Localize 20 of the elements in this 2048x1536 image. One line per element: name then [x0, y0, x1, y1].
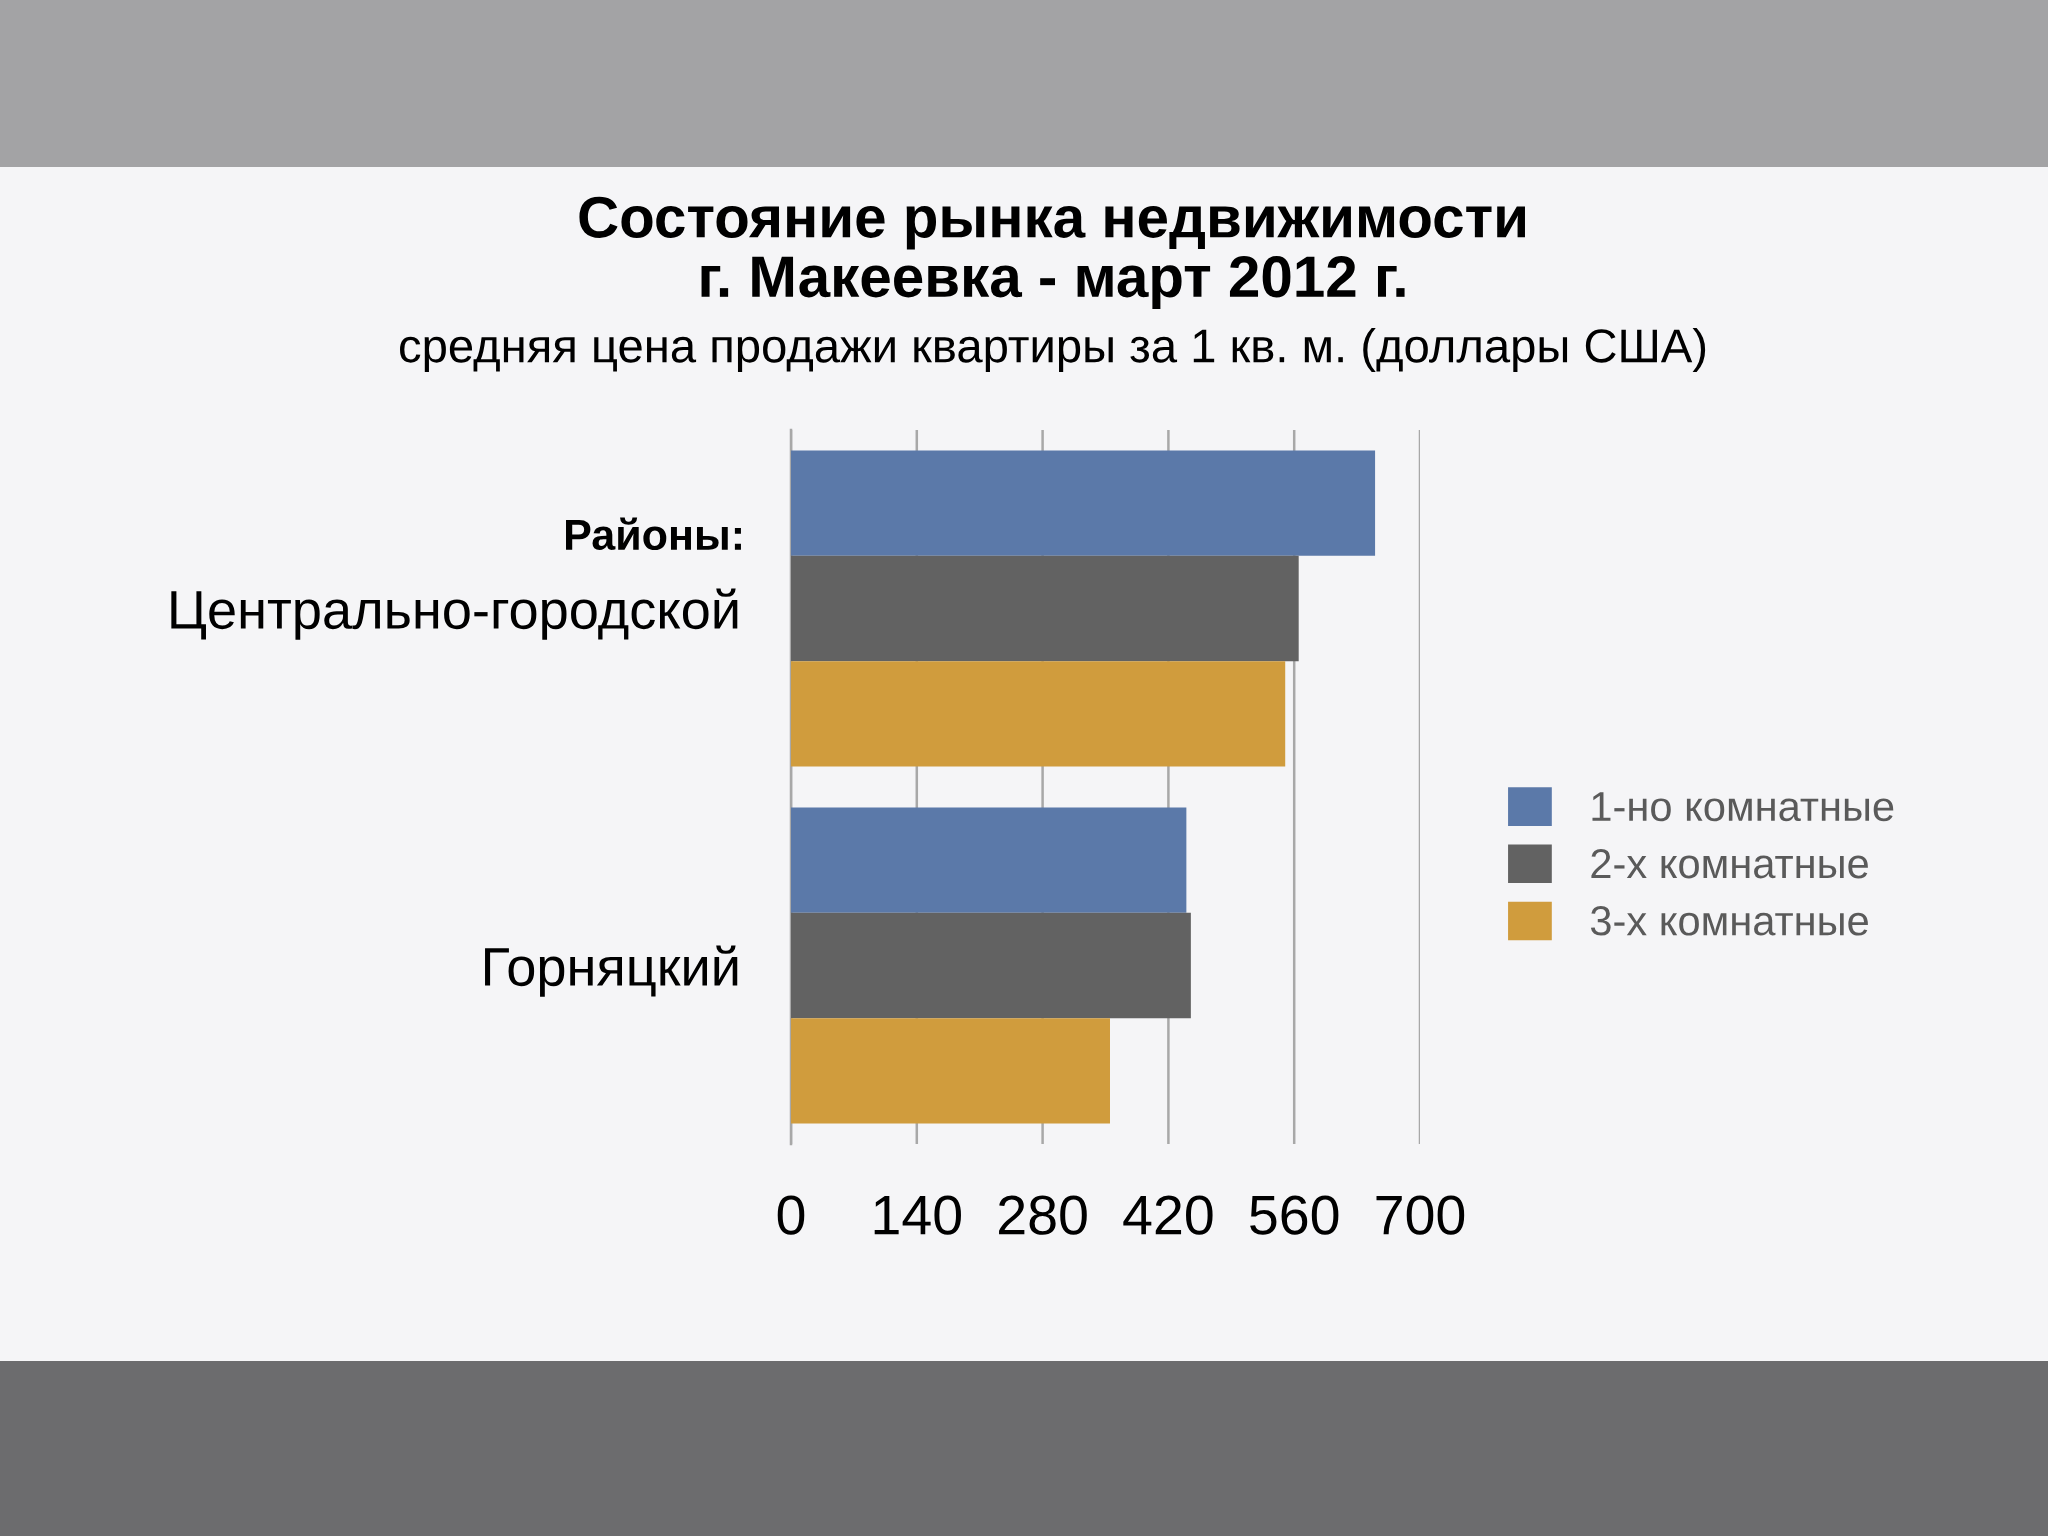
legend-label: 2-х комнатные — [1591, 848, 1868, 879]
x-tick-label: 280 — [999, 1195, 1087, 1235]
x-tick-label: 140 — [874, 1195, 961, 1235]
y-tick-label: Центрально-городской — [171, 588, 738, 640]
legend-label: 1-но комнатные — [1592, 792, 1894, 822]
x-tick-label: 420 — [1123, 1195, 1213, 1235]
y-tick-label: Горняцкий — [485, 945, 738, 997]
bar — [791, 912, 1191, 1019]
bar — [791, 807, 1187, 913]
bar — [791, 555, 1299, 662]
bar — [791, 1018, 1110, 1124]
x-tick-label: 0 — [777, 1195, 805, 1235]
bar — [791, 450, 1376, 556]
y-axis-title: Районы: — [566, 517, 741, 551]
chart-subtitle: средняя цена продажи квартиры за 1 кв. м. (доллары США) — [400, 327, 1706, 373]
x-tick-label: 560 — [1250, 1195, 1339, 1235]
legend-label: 3-х комнатные — [1590, 906, 1868, 936]
x-tick-label: 700 — [1376, 1195, 1465, 1235]
bar — [791, 661, 1286, 767]
chart-title: Состояние рынка недвижимости г. Макеевка - март 2012 г. — [579, 196, 1525, 309]
